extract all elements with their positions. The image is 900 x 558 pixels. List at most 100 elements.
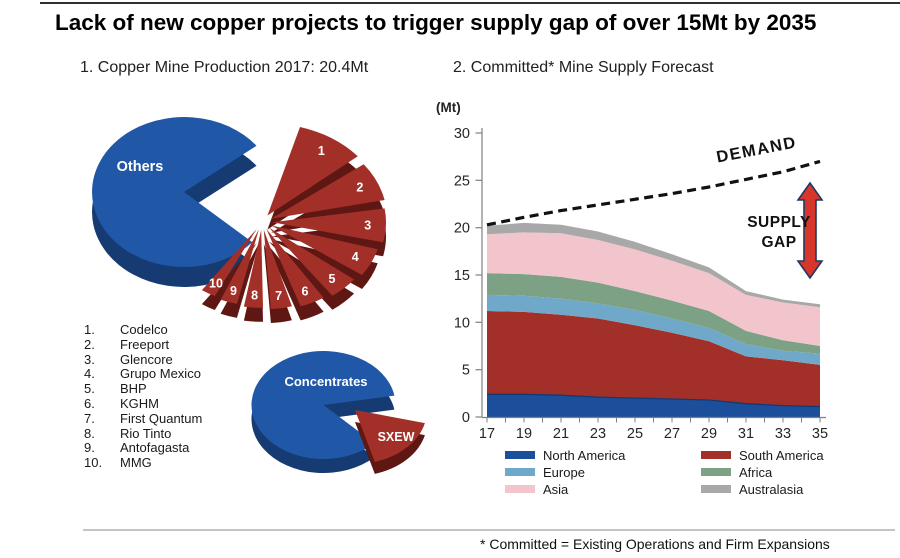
wedge-number: 6 [302, 284, 309, 298]
legend-item: South America [701, 447, 824, 463]
legend-swatch [701, 485, 731, 493]
company-list-item: 9. Antofagasta [84, 441, 202, 456]
supply-gap-arrow [796, 181, 824, 280]
legend-label: Europe [543, 464, 585, 480]
x-tick-label: 33 [775, 426, 791, 442]
company-list-item: 7. First Quantum [84, 410, 203, 427]
copper-production-pie-charts: Others 1 2 3 4 5 6 7 89 10 Concentrates SXEW [92, 117, 425, 474]
company-list-item: 6. KGHM [84, 395, 202, 412]
company-rank: 8. [84, 425, 95, 441]
company-ranking-list: 1. Codelco 2. Freeport 3. Glencore 4. Grupo … [84, 322, 203, 471]
demand-line [486, 159, 821, 227]
wedge-number: 7 [275, 289, 282, 303]
legend-label: Australasia [739, 481, 804, 497]
company-name: MMG [120, 455, 152, 471]
north-america-edge [487, 393, 821, 408]
footnote: * Committed = Existing Operations and Fi… [480, 536, 830, 552]
company-rank: 5. [84, 381, 95, 397]
region-legend: North America South America Europe Afric… [505, 447, 824, 497]
x-tick-label: 35 [812, 426, 828, 442]
wedge-number: 2 [356, 181, 363, 195]
company-name: BHP [120, 381, 147, 397]
top10-wedge [220, 229, 259, 304]
top10-wedge [267, 127, 358, 216]
company-list-item: 10. MMG [84, 455, 202, 471]
company-list-item: 2. Freeport [84, 336, 202, 353]
y-tick-label: 10 [454, 315, 470, 331]
company-list-item: 5. BHP [84, 381, 202, 397]
top-divider [40, 2, 900, 4]
legend-swatch [505, 468, 535, 476]
top10-wedge [271, 208, 387, 243]
top10-wedges: 1 2 3 4 5 6 7 89 10 [201, 127, 387, 323]
legend-item: Africa [701, 464, 824, 480]
company-name: First Quantum [120, 410, 203, 426]
company-list-item: 1. Codelco [84, 322, 202, 338]
area-asia [487, 232, 820, 346]
page-title: Lack of new copper projects to trigger s… [55, 10, 817, 35]
company-rank: 1. [84, 322, 95, 337]
wedge-number: 3 [364, 218, 371, 232]
y-tick-label: 25 [454, 173, 470, 189]
company-rank: 3. [84, 351, 95, 367]
wedge-number: 9 [230, 284, 237, 298]
supply-gap-annotation: SUPPLY GAP [731, 213, 827, 253]
y-axis-unit-label: (Mt) [436, 100, 461, 115]
sxew-slice [355, 410, 425, 474]
area-europe [487, 294, 820, 365]
legend-swatch [505, 451, 535, 459]
y-tick-label: 30 [454, 126, 470, 142]
left-chart-heading: 1. Copper Mine Production 2017: 20.4Mt [80, 59, 369, 76]
company-name: Antofagasta [120, 440, 190, 456]
area-south-america [487, 311, 820, 407]
company-rank: 4. [84, 366, 95, 382]
wedge-number: 1 [318, 144, 325, 158]
legend-label: Africa [739, 464, 773, 480]
x-tick-label: 21 [553, 426, 569, 442]
legend-item: Europe [505, 464, 701, 480]
company-list-item: 8. Rio Tinto [84, 425, 202, 442]
x-tick-label: 23 [590, 426, 606, 442]
y-tick-label: 5 [462, 363, 470, 379]
x-tick-label: 19 [516, 426, 532, 442]
company-rank: 2. [84, 336, 95, 352]
concentrates-label: Concentrates [284, 374, 367, 389]
area-australasia [487, 222, 820, 308]
company-list-item: 3. Glencore [84, 351, 202, 368]
wedge-number: 8 [251, 289, 258, 303]
x-tick-label: 31 [738, 426, 754, 442]
top10-wedge [266, 229, 324, 307]
company-name: Glencore [120, 351, 173, 367]
top10-wedge [263, 229, 292, 309]
footer-divider [83, 529, 895, 531]
y-tick-label: 0 [462, 410, 470, 426]
concentrates-slice [251, 351, 395, 474]
supply-gap-line2: GAP [761, 234, 797, 252]
supply-forecast-chart: 30 25 20 15 10 5 0 17 19 21 23 25 27 29 31 33 35 [454, 126, 828, 442]
wedge-number: 5 [329, 272, 336, 286]
legend-label: North America [543, 447, 626, 463]
sxew-label: SXEW [378, 430, 415, 444]
company-rank: 9. [84, 440, 95, 456]
wedge-number: 4 [352, 250, 359, 264]
others-slice [92, 117, 257, 288]
y-tick-label: 20 [454, 221, 470, 237]
company-rank: 7. [84, 410, 95, 426]
legend-item: North America [505, 447, 701, 463]
x-tick-label: 17 [479, 426, 495, 442]
company-name: Grupo Mexico [120, 366, 201, 382]
company-name: KGHM [120, 395, 159, 411]
right-chart-heading: 2. Committed* Mine Supply Forecast [453, 59, 714, 76]
legend-label: Asia [543, 481, 569, 497]
company-rank: 10. [84, 455, 103, 471]
x-tick-label: 25 [627, 426, 643, 442]
area-north-america [487, 394, 820, 417]
legend-swatch [701, 451, 731, 459]
top10-wedge [271, 164, 385, 219]
top10-wedge [271, 225, 378, 275]
legend-swatch [701, 468, 731, 476]
top10-wedge [201, 228, 257, 296]
y-tick-label: 15 [454, 268, 470, 284]
legend-item: Asia [505, 481, 701, 497]
legend-label: South America [739, 447, 824, 463]
